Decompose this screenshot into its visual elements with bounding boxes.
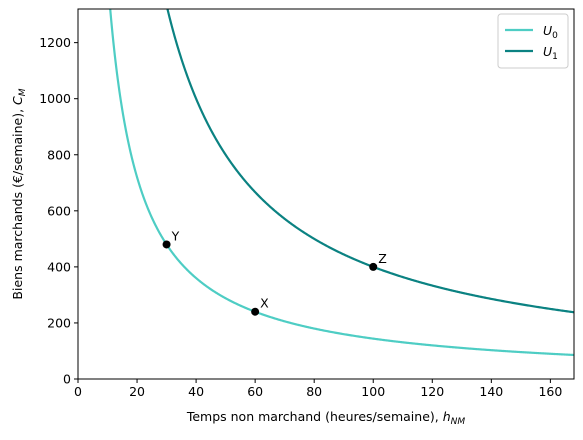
plot-frame [77,8,575,380]
curves-layer [109,9,574,357]
y-axis-label-var: C [10,96,25,105]
x-tick-label: 80 [306,384,322,399]
y-tick-label: 0 [63,372,71,387]
point-y [162,240,171,249]
y-axis-label-prefix: Biens marchands (€/semaine), [10,105,25,300]
x-tick-label: 60 [247,384,263,399]
y-tick-label: 1200 [39,35,71,50]
y-axis-ticks: 0 200 400 600 800 1000 1200 [39,35,78,387]
legend-label-u1: U1 [543,44,558,62]
y-tick-label: 200 [47,315,71,330]
x-tick-label: 40 [188,384,204,399]
x-axis-label: Temps non marchand (heures/semaine), hNM [186,409,466,427]
point-label-y: Y [171,228,180,243]
x-tick-label: 160 [538,384,562,399]
legend-box [497,13,569,69]
x-axis-label-var: h [443,409,451,424]
x-axis-label-prefix: Temps non marchand (heures/semaine), [186,409,443,424]
x-tick-label: 20 [129,384,145,399]
point-label-z: Z [378,251,387,266]
legend-label-u0: U0 [543,23,558,41]
series-line-u1 [166,9,574,314]
y-axis-label-sub: M [18,88,28,96]
y-tick-label: 600 [47,203,71,218]
point-z [369,262,378,271]
x-tick-label: 140 [479,384,503,399]
point-x [251,307,260,316]
legend: U0 U1 [497,13,569,69]
series-line-u0 [109,9,574,357]
x-tick-label: 100 [361,384,385,399]
y-tick-label: 1000 [39,91,71,106]
x-axis-ticks: 0 20 40 60 80 100 120 140 160 [74,379,562,399]
points-layer: Y X Z [162,228,387,316]
x-tick-label: 0 [74,384,82,399]
x-axis-label-sub: NM [451,417,466,427]
y-axis-label: Biens marchands (€/semaine), CM [10,88,28,299]
x-tick-label: 120 [420,384,444,399]
y-tick-label: 400 [47,259,71,274]
y-tick-label: 800 [47,147,71,162]
point-label-x: X [260,296,269,311]
